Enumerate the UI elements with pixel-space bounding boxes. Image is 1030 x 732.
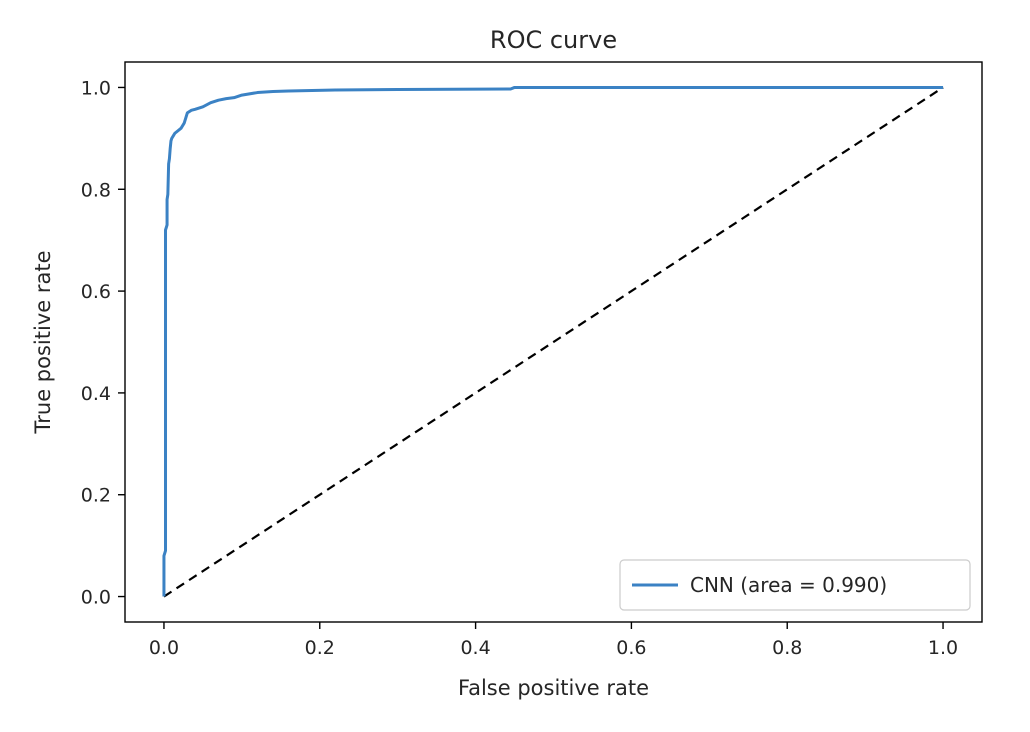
x-tick-label: 0.4	[460, 637, 490, 659]
y-tick-label: 0.6	[81, 281, 111, 303]
legend: CNN (area = 0.990)	[619, 559, 971, 611]
y-tick-label: 1.0	[81, 77, 111, 99]
chart-title: ROC curve	[490, 26, 617, 54]
legend-label: CNN (area = 0.990)	[690, 573, 887, 597]
x-tick-label: 0.6	[616, 637, 646, 659]
x-tick-label: 0.0	[149, 637, 179, 659]
y-tick-label: 0.4	[81, 383, 111, 405]
x-tick-label: 1.0	[928, 637, 958, 659]
ticks-layer: 0.0 0.2 0.4 0.6 0.8 1.0 0.0 0.2 0.4 0.6 0.8 1.0	[81, 77, 958, 659]
y-tick-label: 0.8	[81, 179, 111, 201]
roc-curve-line	[162, 85, 944, 597]
plot-frame	[124, 61, 983, 623]
x-tick-label: 0.2	[305, 637, 335, 659]
y-tick-label: 0.2	[81, 485, 111, 507]
y-tick-label: 0.0	[81, 587, 111, 609]
x-tick-label: 0.8	[772, 637, 802, 659]
y-axis-title: True positive rate	[31, 251, 55, 435]
chance-diagonal-line	[163, 86, 944, 598]
x-axis-title: False positive rate	[458, 676, 649, 700]
series-layer	[162, 85, 944, 598]
legend-box	[619, 559, 971, 611]
